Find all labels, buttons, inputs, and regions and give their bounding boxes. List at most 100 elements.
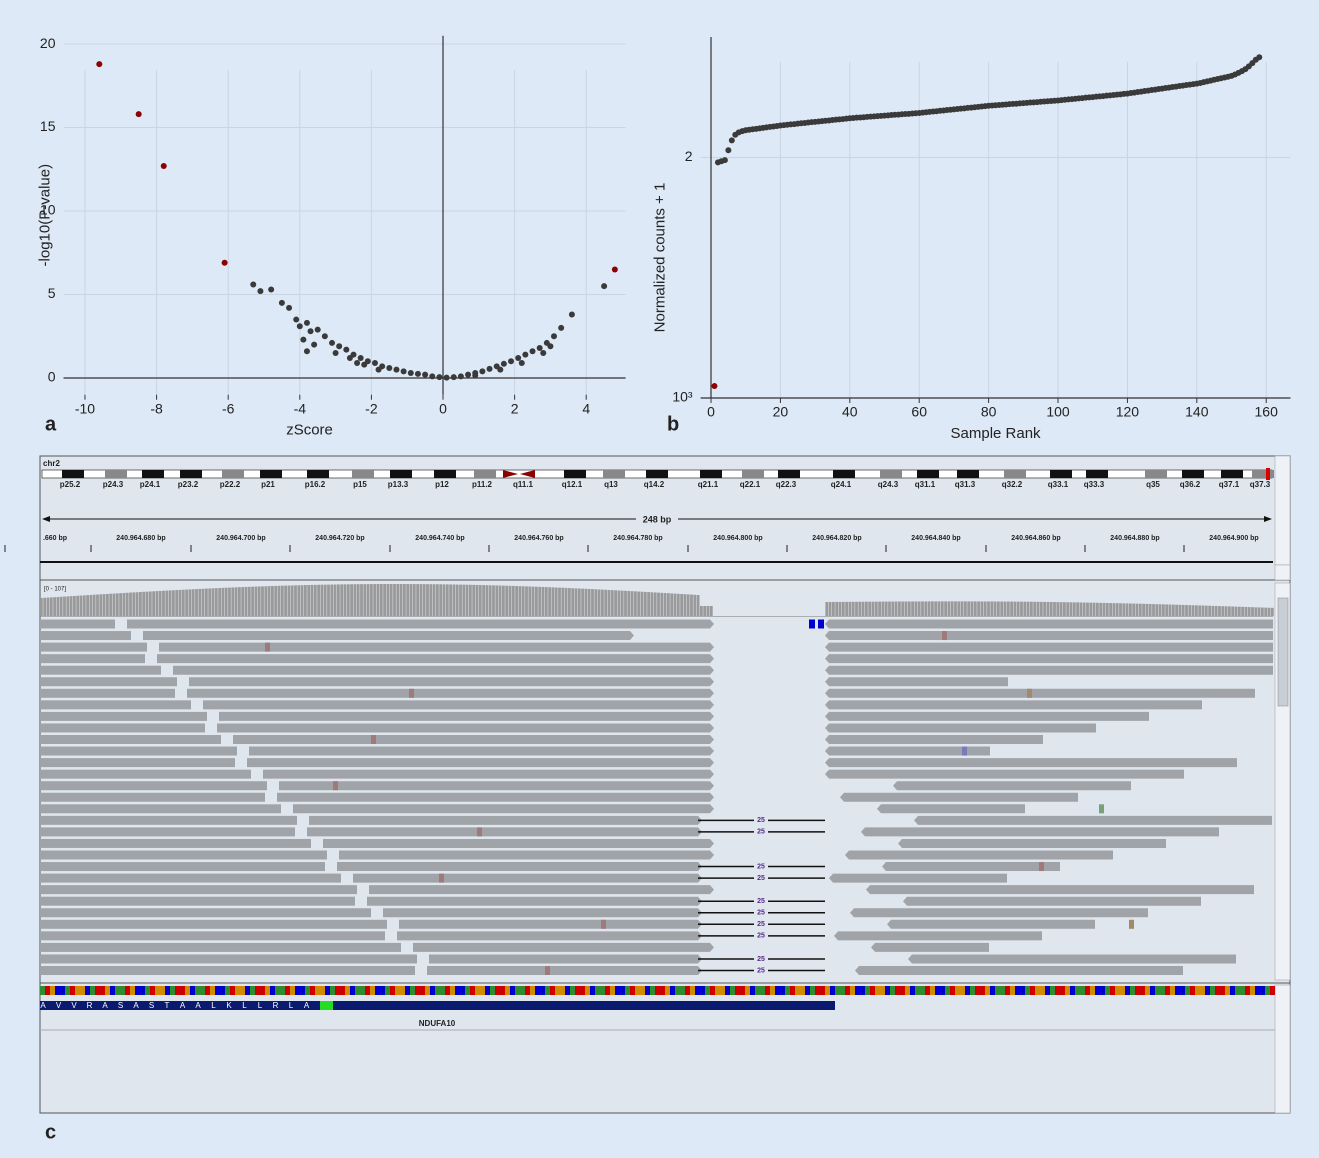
read xyxy=(40,839,311,848)
coverage-bar xyxy=(231,587,234,616)
read xyxy=(337,862,702,871)
base xyxy=(1205,986,1210,995)
coverage-bar xyxy=(825,602,828,616)
data-point xyxy=(558,325,564,331)
amino-acid: K xyxy=(226,1001,232,1010)
x-axis-label: Sample Rank xyxy=(951,425,1042,442)
ruler-span: 248 bp xyxy=(643,514,672,524)
coverage-bar xyxy=(905,601,908,616)
coverage-bar xyxy=(238,587,241,616)
junction-label: 25 xyxy=(757,817,765,824)
coverage-bar xyxy=(317,585,320,616)
data-point xyxy=(601,283,607,289)
coverage-bar xyxy=(482,585,485,616)
coverage-bar xyxy=(251,587,254,616)
coverage-bar xyxy=(367,584,370,616)
coverage-bar xyxy=(538,587,541,616)
base xyxy=(185,986,190,995)
x-tick-label: -6 xyxy=(222,400,235,416)
read xyxy=(40,920,387,929)
base xyxy=(110,986,115,995)
base xyxy=(1020,986,1025,995)
data-point xyxy=(308,328,314,334)
data-point xyxy=(429,373,435,379)
base xyxy=(415,986,420,995)
data-point xyxy=(268,287,274,293)
x-tick-label: 0 xyxy=(439,400,447,416)
data-point xyxy=(522,352,528,358)
coverage-bar xyxy=(149,591,152,616)
coverage-bar xyxy=(337,584,340,616)
scrollbar xyxy=(1275,565,1290,580)
panel-label: a xyxy=(45,413,57,435)
amino-acid: R xyxy=(273,1001,279,1010)
amino-acid: A xyxy=(304,1001,310,1010)
coverage-bar xyxy=(1169,605,1172,616)
ruler-label: 240.964.700 bp xyxy=(216,535,265,542)
coverage-bar xyxy=(532,587,535,616)
coverage-bar xyxy=(1080,602,1083,616)
read xyxy=(279,781,714,790)
data-point xyxy=(372,360,378,366)
coverage-bar xyxy=(885,602,888,616)
data-point xyxy=(293,317,299,323)
coverage-bar xyxy=(1083,603,1086,616)
base xyxy=(1125,986,1130,995)
x-tick-label: 20 xyxy=(773,404,789,420)
coverage-bar xyxy=(1228,606,1231,616)
coverage-bar xyxy=(1205,606,1208,616)
read xyxy=(825,758,1237,767)
scrollbar xyxy=(1275,456,1290,565)
coverage-bar xyxy=(453,584,456,616)
figure: abc-10-8-6-4-202405101520zScore-log10(P-… xyxy=(0,0,1319,1158)
read xyxy=(159,643,714,652)
coverage-bar xyxy=(1192,605,1195,616)
ideogram-band xyxy=(105,470,127,478)
read xyxy=(40,747,237,756)
read xyxy=(825,620,1273,629)
coverage-bar xyxy=(462,585,465,616)
coverage-bar xyxy=(1146,604,1149,616)
base xyxy=(675,986,680,995)
coverage-bar xyxy=(1152,604,1155,616)
coverage-bar xyxy=(928,601,931,616)
coverage-bar xyxy=(235,587,238,616)
read xyxy=(413,943,714,952)
read xyxy=(40,781,267,790)
coverage-bar xyxy=(1185,605,1188,616)
base xyxy=(395,986,400,995)
base xyxy=(780,986,785,995)
data-point xyxy=(612,266,618,272)
chromosome-name: chr2 xyxy=(43,459,60,468)
base xyxy=(520,986,525,995)
coverage-bar xyxy=(245,587,248,616)
data-point xyxy=(497,367,503,373)
read xyxy=(233,735,714,744)
base xyxy=(540,986,545,995)
base xyxy=(115,986,120,995)
coverage-bar xyxy=(1103,603,1106,616)
coverage-bar xyxy=(641,592,644,616)
coverage-bar xyxy=(525,586,528,616)
base xyxy=(1215,986,1220,995)
base xyxy=(1110,986,1115,995)
amino-acid: A xyxy=(180,1001,186,1010)
base xyxy=(220,986,225,995)
read xyxy=(908,954,1236,963)
data-point xyxy=(393,367,399,373)
coverage-bar xyxy=(997,601,1000,616)
band-label: p24.1 xyxy=(140,480,161,489)
coverage-bar xyxy=(1060,602,1063,616)
coverage-bar xyxy=(159,591,162,616)
base xyxy=(865,986,870,995)
coverage-bar xyxy=(126,593,129,616)
coverage-bar xyxy=(486,585,489,616)
coverage-bar xyxy=(185,590,188,616)
read xyxy=(861,827,1219,836)
coverage-bar xyxy=(393,584,396,616)
base xyxy=(485,986,490,995)
data-point xyxy=(722,157,728,163)
coverage-bar xyxy=(489,585,492,616)
coverage-bar xyxy=(109,594,112,616)
base xyxy=(330,986,335,995)
